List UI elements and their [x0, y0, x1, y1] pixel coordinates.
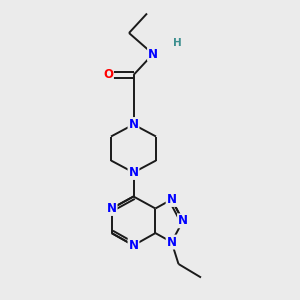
Text: O: O — [103, 68, 113, 82]
Text: H: H — [172, 38, 182, 49]
Text: N: N — [128, 166, 139, 179]
Text: N: N — [178, 214, 188, 227]
Text: N: N — [128, 239, 139, 252]
Text: N: N — [167, 193, 177, 206]
Text: N: N — [167, 236, 177, 249]
Text: N: N — [148, 47, 158, 61]
Text: N: N — [106, 202, 117, 215]
Text: N: N — [128, 118, 139, 131]
